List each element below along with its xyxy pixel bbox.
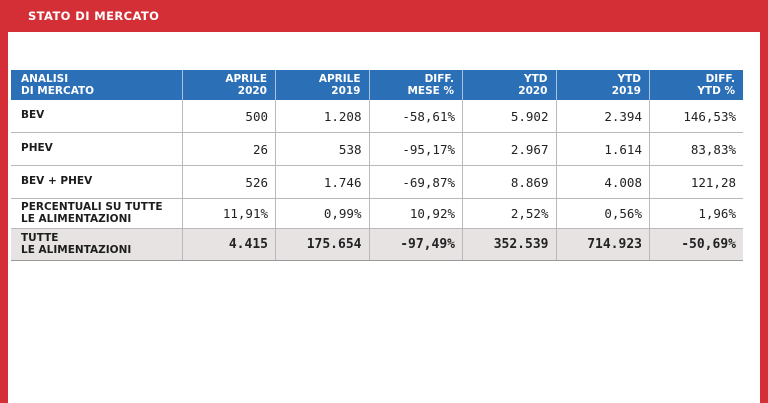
table-cell: 4.008 [556, 165, 650, 199]
table-cell: 1.208 [275, 100, 370, 133]
table-cell: 0,99% [275, 198, 370, 229]
page-title: STATO DI MERCATO [28, 9, 160, 23]
column-header-ytd-2020: YTD 2020 [462, 70, 557, 100]
column-header-aprile-2020: APRILE 2020 [182, 70, 276, 100]
table-cell: 538 [275, 132, 370, 166]
table-row-bev-phev: BEV + PHEV 526 1.746 -69,87% 8.869 4.008… [11, 165, 743, 199]
row-label: TUTTE LE ALIMENTAZIONI [11, 228, 183, 261]
table-cell: 2.394 [556, 100, 650, 133]
table-cell: -95,17% [369, 132, 463, 166]
column-header-diff-mese: DIFF. MESE % [369, 70, 463, 100]
table-header-row: ANALISI DI MERCATO APRILE 2020 APRILE 2019 … [11, 70, 743, 100]
table-cell: 526 [182, 165, 276, 199]
table-cell: 500 [182, 100, 276, 133]
table-row-bev: BEV 500 1.208 -58,61% 5.902 2.394 146,53… [11, 100, 743, 133]
table-cell: 4.415 [182, 228, 276, 261]
table-cell: 1.746 [275, 165, 370, 199]
table-cell: 2.967 [462, 132, 557, 166]
column-header-analisi: ANALISI DI MERCATO [11, 70, 183, 100]
column-header-diff-ytd: DIFF. YTD % [649, 70, 743, 100]
table-cell: 175.654 [275, 228, 370, 261]
table-cell: 8.869 [462, 165, 557, 199]
table-cell: -97,49% [369, 228, 463, 261]
table-row-total: TUTTE LE ALIMENTAZIONI 4.415 175.654 -97,… [11, 228, 743, 261]
market-table: ANALISI DI MERCATO APRILE 2020 APRILE 2019 … [11, 70, 743, 261]
table-cell: 5.902 [462, 100, 557, 133]
table-cell: 352.539 [462, 228, 557, 261]
table-cell: 26 [182, 132, 276, 166]
table-cell: 1.614 [556, 132, 650, 166]
table-cell: 10,92% [369, 198, 463, 229]
table-cell: 83,83% [649, 132, 743, 166]
column-header-ytd-2019: YTD 2019 [556, 70, 650, 100]
table-cell: 2,52% [462, 198, 557, 229]
row-label: BEV + PHEV [11, 165, 183, 199]
table-row-phev: PHEV 26 538 -95,17% 2.967 1.614 83,83% [11, 132, 743, 166]
table-cell: -50,69% [649, 228, 743, 261]
row-label: PERCENTUALI SU TUTTE LE ALIMENTAZIONI [11, 198, 183, 229]
table-cell: 121,28 [649, 165, 743, 199]
row-label: PHEV [11, 132, 183, 166]
table-row-percentuali: PERCENTUALI SU TUTTE LE ALIMENTAZIONI 11,… [11, 198, 743, 229]
table-cell: 1,96% [649, 198, 743, 229]
table-cell: -69,87% [369, 165, 463, 199]
table-cell: 11,91% [182, 198, 276, 229]
table-cell: 0,56% [556, 198, 650, 229]
table-cell: -58,61% [369, 100, 463, 133]
table-cell: 714.923 [556, 228, 650, 261]
row-label: BEV [11, 100, 183, 133]
column-header-aprile-2019: APRILE 2019 [275, 70, 370, 100]
table-cell: 146,53% [649, 100, 743, 133]
